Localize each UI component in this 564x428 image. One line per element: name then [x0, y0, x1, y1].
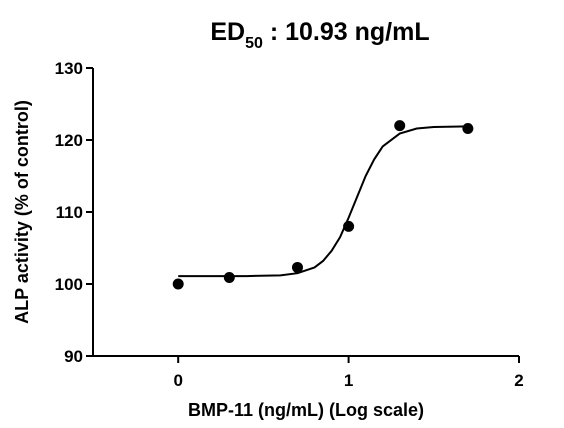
fit-curve [178, 125, 468, 278]
x-tick-label: 0 [173, 371, 182, 390]
y-tick-label: 90 [64, 347, 83, 366]
y-tick-label: 120 [55, 131, 83, 150]
data-point [223, 272, 235, 284]
data-point [291, 261, 303, 273]
x-tick-label: 2 [514, 371, 523, 390]
y-tick-label: 110 [56, 203, 83, 222]
data-point [462, 122, 474, 134]
data-point [394, 120, 406, 132]
x-tick-label: 1 [344, 371, 353, 390]
x-axis-label: BMP-11 (ng/mL) (Log scale) [188, 400, 424, 420]
y-tick-label: 100 [55, 275, 83, 294]
y-tick-label: 130 [55, 59, 83, 78]
chart-title: ED50 : 10.93 ng/mL [210, 18, 429, 52]
title-subscript: 50 [245, 35, 263, 52]
data-point [172, 278, 184, 290]
data-point [343, 220, 355, 232]
title-rest: : 10.93 ng/mL [263, 18, 430, 46]
title-main: ED [210, 18, 245, 46]
y-axis-label: ALP activity (% of control) [12, 100, 32, 324]
